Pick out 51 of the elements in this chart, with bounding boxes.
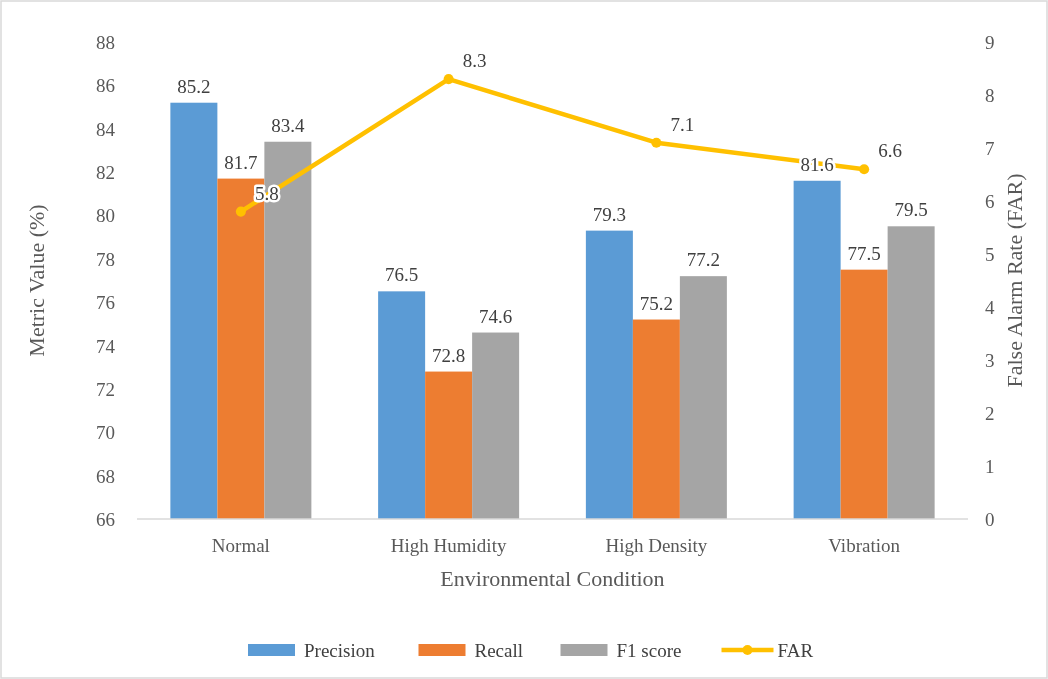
y2-tick-label: 2 [985,403,995,424]
data-label: 77.5 [847,242,881,264]
y-tick-label: 76 [96,292,115,314]
data-label: 77.2 [686,249,720,271]
x-tick-label: Vibration [828,535,901,556]
legend-label: F1 score [616,640,682,661]
y-tick-label: 72 [96,378,115,400]
x-axis-title: Environmental Condition [440,566,665,591]
x-tick-label: Normal [211,535,270,556]
y2-tick-label: 4 [985,297,995,318]
y-tick-label: 66 [96,509,115,530]
data-label: 83.4 [271,114,305,136]
data-label: 76.5 [385,264,419,286]
data-label: 81.7 [224,151,258,173]
y2-tick-label: 0 [985,509,995,530]
y2-tick-label: 6 [985,191,995,212]
data-label: 79.5 [894,199,928,221]
point [443,74,454,85]
data-label: 72.8 [432,344,466,366]
y-tick-label: 68 [96,465,115,487]
data-label: 6.6 [878,140,902,162]
y2-axis-title: False Alarm Rate (FAR) [1002,173,1027,388]
y2-tick-label: 1 [985,456,995,477]
legend-label: FAR [777,640,814,661]
x-tick-label: High Density [605,535,708,556]
y2-tick-label: 7 [985,138,995,159]
y-tick-label: 74 [96,335,116,357]
data-label: 85.2 [177,75,211,97]
y-tick-label: 88 [96,32,115,53]
data-label: 74.6 [479,305,513,327]
legend-label: Recall [474,640,524,661]
y-tick-label: 84 [96,118,116,140]
y-tick-label: 86 [96,75,115,97]
legend-label: Precision [304,640,376,661]
x-tick-label: High Humidity [390,535,507,556]
data-label: 79.3 [592,203,626,225]
y2-tick-label: 8 [985,85,995,106]
y-axis-title: Metric Value (%) [24,204,49,357]
y2-tick-label: 5 [985,244,995,265]
y-tick-label: 70 [96,422,115,444]
point [859,164,870,175]
y2-tick-label: 3 [985,350,995,371]
point [235,206,246,217]
y2-tick-label: 9 [985,32,995,53]
y-tick-label: 78 [96,248,115,270]
y-tick-label: 80 [96,205,115,227]
data-label: 75.2 [639,292,673,314]
y-tick-label: 82 [96,162,115,184]
point [651,137,662,148]
data-label: 8.3 [462,50,487,72]
data-label: 7.1 [670,113,695,135]
